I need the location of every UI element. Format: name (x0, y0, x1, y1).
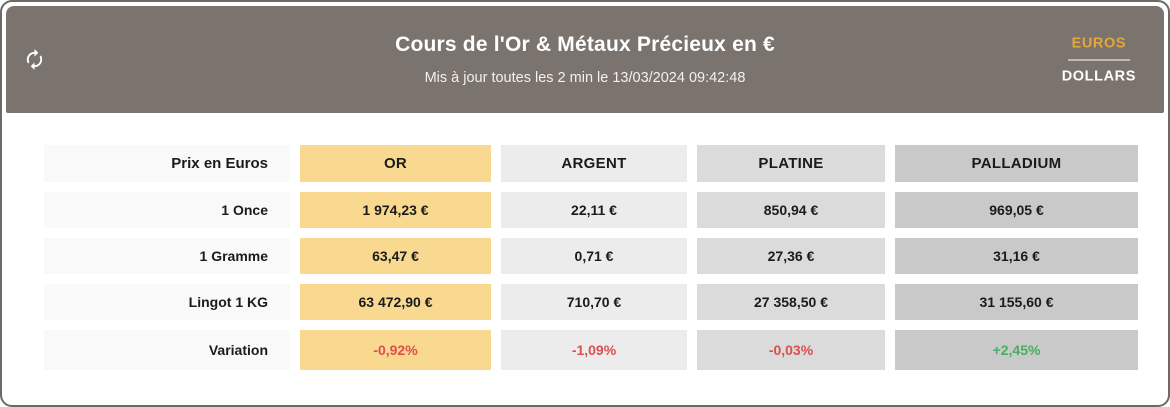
column-header-platine: PLATINE (697, 145, 885, 182)
price-cell-lingot-or: 63 472,90 € (300, 284, 491, 320)
refresh-button[interactable] (16, 42, 52, 78)
column-header-or: OR (300, 145, 491, 182)
price-cell-lingot-platine: 27 358,50 € (697, 284, 885, 320)
price-cell-once-argent: 22,11 € (501, 192, 687, 228)
currency-dollars-button[interactable]: DOLLARS (1058, 68, 1140, 84)
table-corner-label: Prix en Euros (44, 145, 290, 182)
row-label-once: 1 Once (44, 192, 290, 228)
price-table: Prix en Euros OR ARGENT PLATINE PALLADIU… (44, 145, 1164, 370)
variation-cell-platine: -0,03% (697, 330, 885, 370)
page-title: Cours de l'Or & Métaux Précieux en € (395, 33, 775, 56)
price-cell-lingot-argent: 710,70 € (501, 284, 687, 320)
header-titles: Cours de l'Or & Métaux Précieux en € Mis… (395, 33, 775, 86)
price-cell-gramme-argent: 0,71 € (501, 238, 687, 274)
price-cell-lingot-palladium: 31 155,60 € (895, 284, 1138, 320)
row-label-variation: Variation (44, 330, 290, 370)
price-cell-gramme-palladium: 31,16 € (895, 238, 1138, 274)
column-header-palladium: PALLADIUM (895, 145, 1138, 182)
price-cell-gramme-or: 63,47 € (300, 238, 491, 274)
price-cell-gramme-platine: 27,36 € (697, 238, 885, 274)
refresh-icon (26, 48, 42, 71)
column-header-argent: ARGENT (501, 145, 687, 182)
price-cell-once-or: 1 974,23 € (300, 192, 491, 228)
row-label-gramme: 1 Gramme (44, 238, 290, 274)
widget-header: Cours de l'Or & Métaux Précieux en € Mis… (6, 6, 1164, 113)
price-cell-once-platine: 850,94 € (697, 192, 885, 228)
variation-cell-argent: -1,09% (501, 330, 687, 370)
variation-cell-palladium: +2,45% (895, 330, 1138, 370)
currency-toggle: EUROS DOLLARS (1058, 35, 1140, 84)
currency-euros-button[interactable]: EUROS (1067, 35, 1131, 60)
update-status: Mis à jour toutes les 2 min le 13/03/202… (424, 70, 746, 86)
row-label-lingot: Lingot 1 KG (44, 284, 290, 320)
price-cell-once-palladium: 969,05 € (895, 192, 1138, 228)
variation-cell-or: -0,92% (300, 330, 491, 370)
